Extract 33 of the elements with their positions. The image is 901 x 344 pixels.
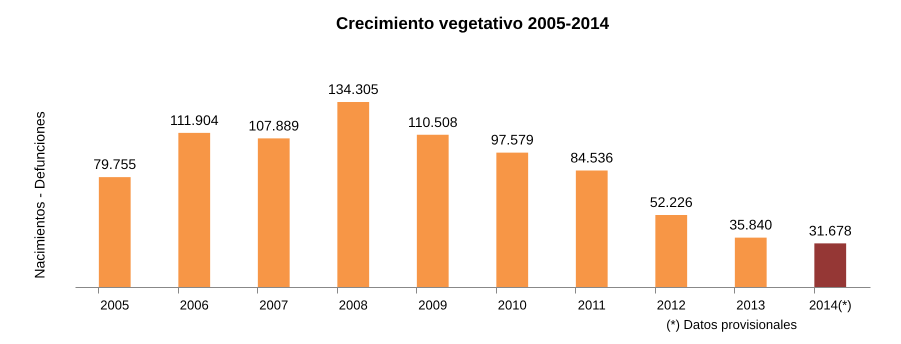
data-label: 110.508 [408, 114, 458, 130]
text: (*) Datos provisionales [666, 317, 798, 332]
data-label: 111.904 [170, 112, 219, 128]
bar [576, 170, 608, 287]
bar [98, 177, 131, 287]
chart-title: Crecimiento vegetativo 2005-2014 [336, 14, 610, 33]
data-label: 134.305 [328, 81, 379, 97]
x-tick-label: 2005 [100, 298, 130, 312]
x-tick-label: 2009 [418, 298, 448, 312]
bar [814, 243, 846, 287]
x-tick-label: 2008 [338, 298, 368, 312]
bar [496, 152, 528, 287]
bar [734, 238, 767, 287]
bar [337, 102, 370, 287]
y-axis-title: Nacimientos - Defunciones [32, 111, 48, 279]
bar [258, 138, 290, 287]
x-tick-label: 2006 [180, 298, 209, 312]
data-label: 52.226 [650, 194, 693, 210]
x-tick-label: 2011 [578, 298, 606, 312]
x-tick-label: 2007 [259, 298, 288, 312]
data-label: 107.889 [248, 117, 300, 134]
bar [416, 134, 449, 287]
data-label: 79.755 [93, 156, 136, 172]
data-label: 84.536 [570, 150, 614, 166]
data-label: 35.840 [729, 216, 772, 233]
x-tick-label: 2010 [498, 298, 527, 312]
x-tick-label: 2012 [656, 298, 686, 312]
x-tick-label: 2014(*) [808, 298, 852, 312]
data-label: 31.678 [808, 222, 852, 238]
data-label: 97.579 [490, 132, 534, 148]
x-tick-label: 2013 [736, 298, 766, 312]
bar [178, 132, 210, 287]
bar [655, 215, 688, 287]
